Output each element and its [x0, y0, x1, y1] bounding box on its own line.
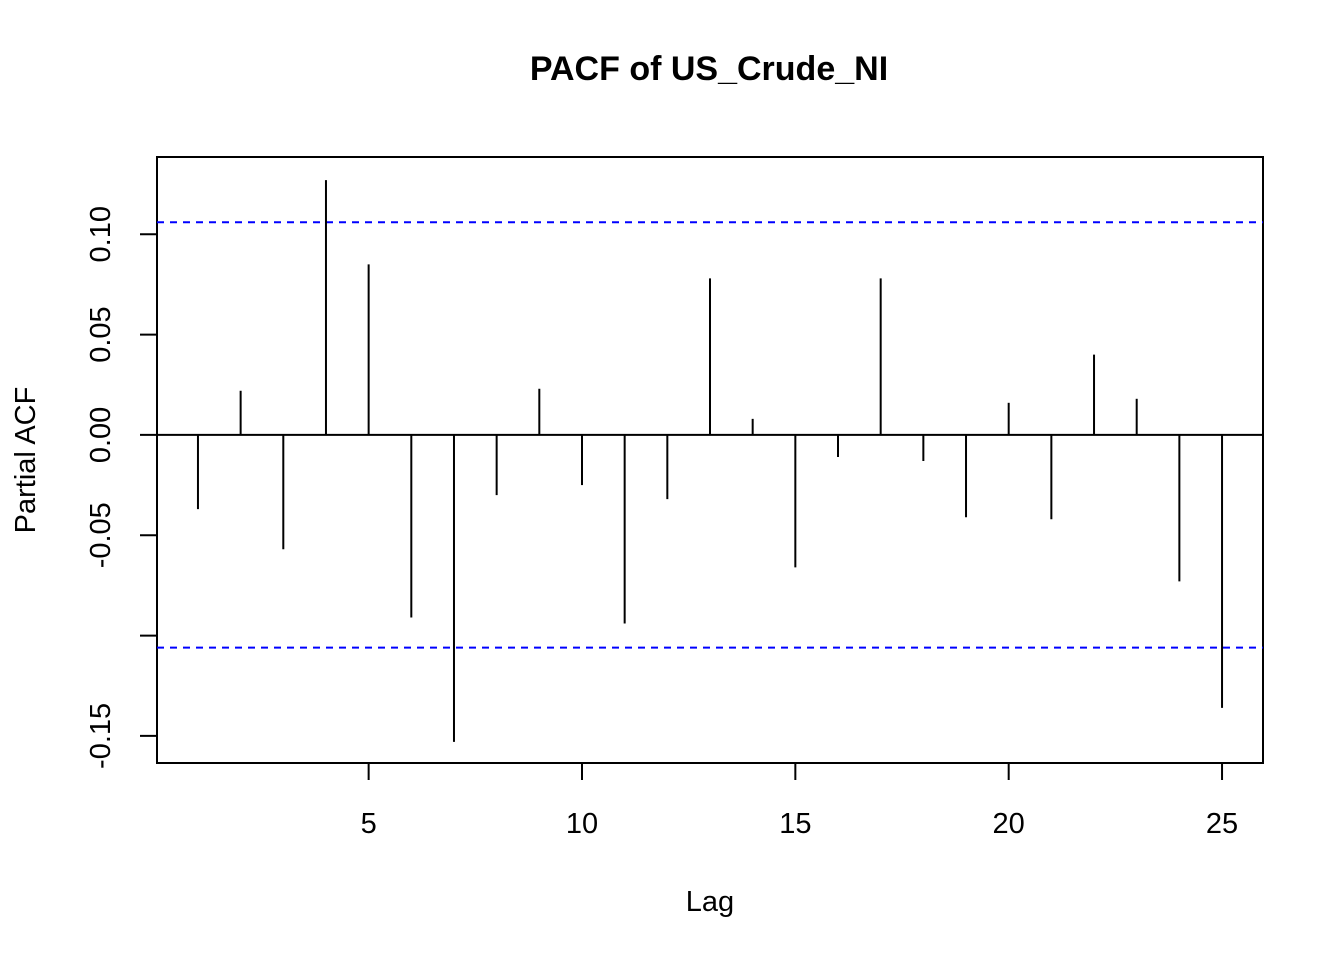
- y-axis: -0.15 -0.05 0.00 0.05 0.10: [85, 206, 158, 769]
- x-axis-label: Lag: [686, 886, 734, 918]
- y-tick-label: 0.10: [85, 206, 117, 262]
- y-tick-label: -0.05: [85, 502, 117, 568]
- y-axis-label: Partial ACF: [10, 387, 42, 534]
- x-tick-label: 15: [779, 808, 811, 840]
- plot-frame: [156, 156, 1264, 764]
- x-tick-label: 20: [993, 808, 1025, 840]
- pacf-bars: [196, 180, 1224, 742]
- x-tick-label: 25: [1206, 808, 1238, 840]
- x-axis: 5 10 15 20 25: [361, 762, 1238, 840]
- y-tick-label: 0.05: [85, 306, 117, 362]
- chart-title: PACF of US_Crude_NI: [530, 50, 888, 88]
- y-tick-label: 0.00: [85, 407, 117, 463]
- x-tick-label: 10: [566, 808, 598, 840]
- y-tick-label: -0.15: [85, 703, 117, 769]
- x-tick-label: 5: [361, 808, 377, 840]
